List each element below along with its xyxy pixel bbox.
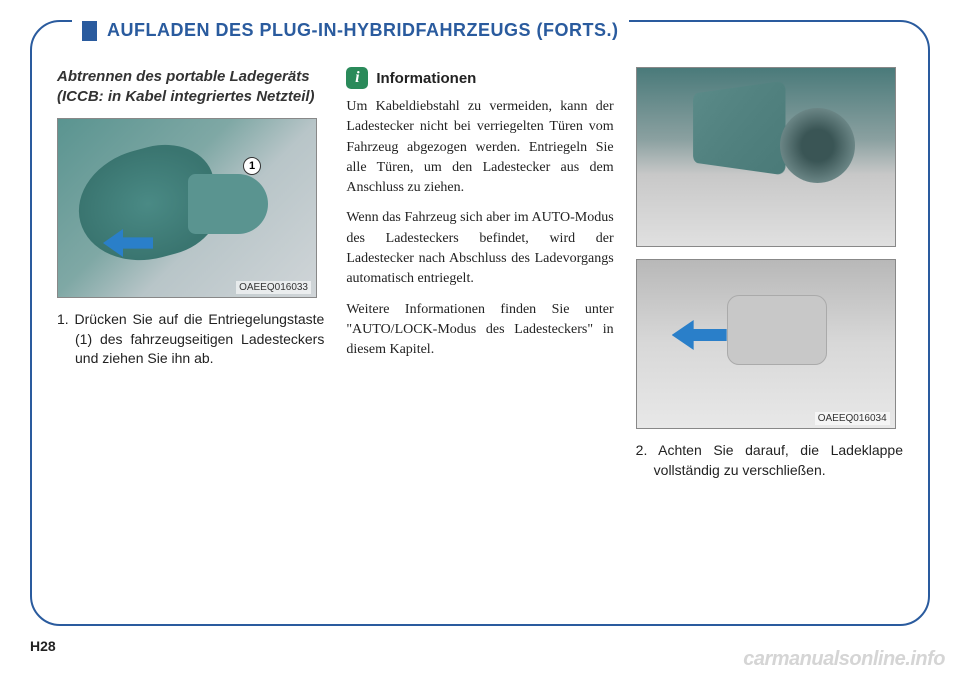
figure-plug-shape	[188, 174, 268, 234]
figure-disconnect-charger: 1 OAEEQ016033	[57, 118, 317, 298]
step-1-text: 1. Drücken Sie auf die Entriegelungstast…	[57, 310, 324, 369]
info-title: Informationen	[376, 70, 476, 87]
info-paragraph-1: Um Kabeldiebstahl zu vermeiden, kann der…	[346, 97, 613, 198]
step-2-text: 2. Achten Sie darauf, die Ladeklappe vol…	[636, 441, 903, 480]
info-paragraph-2: Wenn das Fahrzeug sich aber im AUTO-Modu…	[346, 208, 613, 289]
page-container: AUFLADEN DES PLUG-IN-HYBRIDFAHRZEUGS (FO…	[0, 0, 960, 676]
column-3: OAEEQ016034 2. Achten Sie darauf, die La…	[636, 67, 903, 480]
figure-closed-flap-shape	[727, 295, 827, 365]
figure-socket-shape	[780, 108, 855, 183]
info-paragraph-3: Weitere Informationen finden Sie unter "…	[346, 300, 613, 361]
info-icon: i	[346, 67, 368, 89]
column-1: Abtrennen des portable Ladegeräts (ICCB:…	[57, 67, 324, 480]
content-frame: AUFLADEN DES PLUG-IN-HYBRIDFAHRZEUGS (FO…	[30, 20, 930, 626]
page-title: AUFLADEN DES PLUG-IN-HYBRIDFAHRZEUGS (FO…	[107, 20, 619, 41]
page-number: H28	[30, 638, 56, 654]
info-header: i Informationen	[346, 67, 613, 89]
figure-caption: OAEEQ016034	[815, 412, 890, 425]
figure-flap-shape	[693, 81, 785, 176]
figure-charging-flap-close: OAEEQ016034	[636, 259, 896, 429]
section-subtitle: Abtrennen des portable Ladegeräts (ICCB:…	[57, 67, 324, 106]
header-tab: AUFLADEN DES PLUG-IN-HYBRIDFAHRZEUGS (FO…	[72, 20, 629, 41]
header-marker	[82, 21, 97, 41]
arrow-left-icon	[672, 320, 727, 350]
figure-callout-1: 1	[243, 157, 261, 175]
column-2: i Informationen Um Kabeldiebstahl zu ver…	[346, 67, 613, 480]
watermark: carmanualsonline.info	[743, 648, 945, 671]
columns-layout: Abtrennen des portable Ladegeräts (ICCB:…	[57, 67, 903, 480]
figure-charging-port-open	[636, 67, 896, 247]
figure-caption: OAEEQ016033	[236, 281, 311, 294]
